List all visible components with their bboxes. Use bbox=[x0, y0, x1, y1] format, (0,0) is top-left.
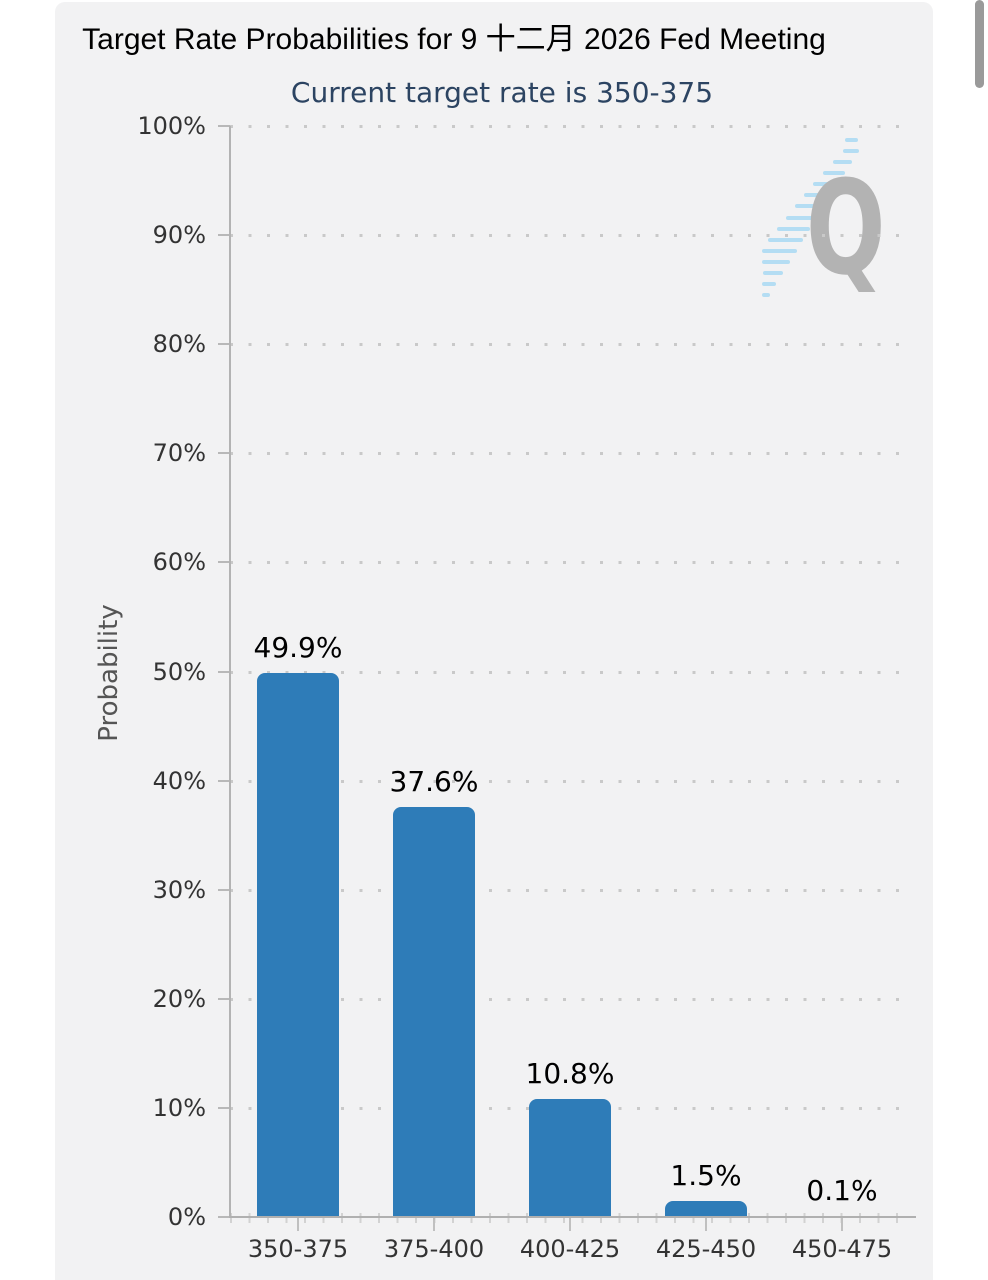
bar-value-label: 49.9% bbox=[253, 630, 343, 664]
x-axis-category-label: 375-400 bbox=[383, 1235, 485, 1263]
chart-card: Target Rate Probabilities for 9 十二月 2026… bbox=[55, 2, 933, 1280]
bar-425-450[interactable] bbox=[665, 1200, 747, 1217]
y-axis-tick bbox=[218, 343, 230, 346]
x-axis-minor-ticks bbox=[230, 1213, 913, 1223]
y-axis-label: 10% bbox=[152, 1093, 206, 1122]
y-axis-label: 40% bbox=[152, 766, 206, 795]
gridline-60 bbox=[230, 561, 913, 565]
y-axis-tick bbox=[218, 1106, 230, 1109]
gridline-70 bbox=[230, 452, 913, 456]
y-axis-tick bbox=[218, 452, 230, 455]
bar-value-label: 10.8% bbox=[525, 1057, 615, 1091]
y-axis-label: 60% bbox=[152, 548, 206, 577]
y-axis-tick bbox=[218, 561, 230, 564]
y-axis-label: 20% bbox=[152, 984, 206, 1013]
chart-title: Target Rate Probabilities for 9 十二月 2026… bbox=[82, 23, 826, 56]
x-axis-line bbox=[229, 1216, 916, 1218]
y-axis-tick bbox=[218, 125, 230, 127]
gridline-80 bbox=[230, 343, 913, 347]
x-axis-tick bbox=[705, 1218, 707, 1231]
y-axis-line bbox=[229, 126, 231, 1217]
y-axis-tick bbox=[218, 670, 230, 673]
plot-area: Q 0% 10% 20% 30% 40% 50% 60% 70% 80% 90% 100% 49.9%… bbox=[55, 2, 933, 1280]
gridline-30 bbox=[230, 888, 913, 892]
y-axis-tick bbox=[218, 888, 230, 891]
x-axis-category-label: 450-475 bbox=[791, 1235, 893, 1263]
y-axis-tick bbox=[218, 234, 230, 237]
gridline-50 bbox=[230, 670, 913, 674]
scrollbar-thumb[interactable] bbox=[975, 0, 984, 88]
bar-400-425[interactable] bbox=[529, 1099, 611, 1217]
bar-value-label: 37.6% bbox=[389, 764, 479, 798]
y-axis-label: 0% bbox=[167, 1203, 206, 1231]
y-axis-label: 80% bbox=[152, 330, 206, 359]
gridline-20 bbox=[230, 997, 913, 1001]
y-axis-tick bbox=[218, 1216, 230, 1218]
chart-subtitle: Current target rate is 350-375 bbox=[290, 76, 714, 109]
bar-375-400[interactable] bbox=[393, 806, 475, 1217]
gridline-90 bbox=[230, 234, 913, 238]
watermark-q-text: Q bbox=[806, 152, 886, 303]
x-axis-tick bbox=[569, 1218, 571, 1231]
y-axis-label: 70% bbox=[152, 439, 206, 468]
y-axis-label: 30% bbox=[152, 875, 206, 904]
x-axis-tick bbox=[297, 1218, 299, 1231]
x-axis-category-label: 425-450 bbox=[655, 1235, 757, 1263]
x-axis-category-label: 400-425 bbox=[519, 1235, 621, 1263]
gridline-40 bbox=[230, 779, 913, 783]
y-axis-label: 100% bbox=[137, 112, 206, 140]
x-axis-tick bbox=[433, 1218, 435, 1231]
x-axis-category-label: 350-375 bbox=[247, 1235, 349, 1263]
bar-value-label: 0.1% bbox=[806, 1173, 878, 1207]
bar-value-label: 1.5% bbox=[670, 1158, 742, 1192]
bar-350-375[interactable] bbox=[257, 672, 339, 1217]
watermark-q-logo: Q bbox=[762, 138, 886, 304]
y-axis-label: 50% bbox=[152, 657, 206, 686]
y-axis-label: 90% bbox=[152, 221, 206, 250]
gridline-100 bbox=[230, 125, 913, 128]
y-axis-tick bbox=[218, 779, 230, 782]
x-axis-tick bbox=[841, 1218, 843, 1231]
y-axis-tick bbox=[218, 997, 230, 1000]
